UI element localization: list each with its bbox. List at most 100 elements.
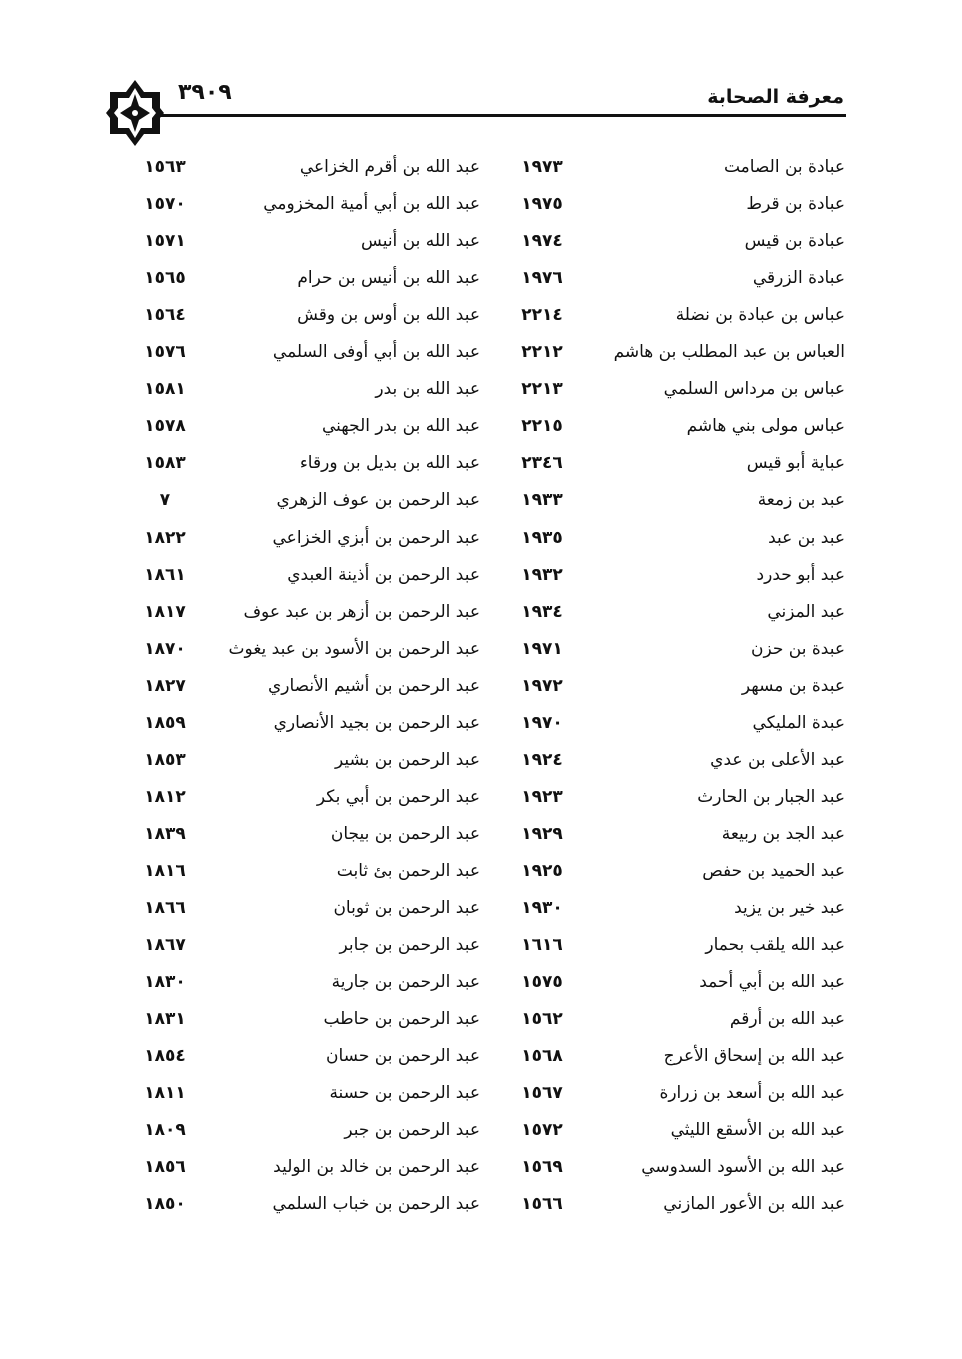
index-row: عبد خير بن يزيد ١٩٣٠ عبد الرحمن بن ثوبان ١٨… <box>0 898 962 928</box>
right-name: عبد المزني <box>767 601 845 622</box>
index-row: عباية أبو قيس ٢٣٤٦ عبد الله بن بديل بن ورق… <box>0 453 962 483</box>
right-number: ١٩٧٠ <box>521 712 563 733</box>
right-name: عبد الحميد بن حفص <box>702 860 845 881</box>
index-row: عبادة بن قيس ١٩٧٤ عبد الله بن أنيس ١٥٧١ <box>0 231 962 261</box>
index-row: عبد الجبار بن الحارث ١٩٢٣ عبد الرحمن بن أب… <box>0 787 962 817</box>
left-number: ١٥٧٠ <box>144 194 186 215</box>
right-number: ١٩٢٩ <box>521 823 563 844</box>
index-row: عبد الله بن أسعد بن زرارة ١٥٦٧ عبد الرحمن … <box>0 1083 962 1113</box>
index-row: عبدة بن حزن ١٩٧١ عبد الرحمن بن الأسود بن ع… <box>0 639 962 669</box>
left-name: عبد الرحمن بن الأسود بن عبد يغوث <box>228 638 480 659</box>
right-number: ١٥٦٢ <box>521 1009 563 1030</box>
right-name: عبد الله بن الأسقع الليثي <box>670 1120 845 1141</box>
index-row: عبد الله بن أبي أحمد ١٥٧٥ عبد الرحمن بن جا… <box>0 972 962 1002</box>
left-name: عبد الله بن بديل بن ورقاء <box>299 453 480 474</box>
left-number: ١٨٥٤ <box>144 1046 186 1067</box>
right-number: ١٩٧٢ <box>521 675 563 696</box>
index-row: عباس بن عبادة بن نضلة ٢٢١٤ عبد الله بن أوس… <box>0 305 962 335</box>
right-number: ١٩٣٤ <box>521 601 563 622</box>
left-name: عبد الرحمن بن جبر <box>344 1120 480 1141</box>
left-number: ١٥٦٤ <box>144 305 186 326</box>
left-name: عبد الرحمن بن بشير <box>334 749 480 770</box>
left-name: عبد الرحمن بن ثوبان <box>333 898 480 918</box>
left-name: عبد الرحمن بن خباب السلمي <box>272 1194 480 1215</box>
left-number: ١٨٢٢ <box>144 527 186 548</box>
left-number: ١٥٧٨ <box>144 416 186 437</box>
index-row: عبد الله يلقب بحمار ١٦١٦ عبد الرحمن بن جاب… <box>0 935 962 965</box>
left-number: ١٨٣١ <box>144 1009 186 1030</box>
left-name: عبد الرحمن بن خالد بن الوليد <box>273 1157 480 1178</box>
left-number: ١٨٥٣ <box>144 749 186 770</box>
index-row: عبد الله بن أرقم ١٥٦٢ عبد الرحمن بن حاطب ١٨… <box>0 1009 962 1039</box>
left-name: عبد الرحمن بن بيجان <box>330 823 480 844</box>
index-row: عبد الله بن إسحاق الأعرج ١٥٦٨ عبد الرحمن ب… <box>0 1046 962 1076</box>
right-name: عبدة بن حزن <box>751 638 845 659</box>
left-name: عبد الله بن أنيس بن حرام <box>297 268 480 289</box>
right-name: عبد الجد بن ربيعة <box>721 823 845 844</box>
right-number: ٢٣٤٦ <box>521 453 563 474</box>
star-ornament-icon <box>106 80 164 146</box>
right-number: ١٥٦٨ <box>521 1046 563 1067</box>
right-number: ١٩٣٢ <box>521 564 563 585</box>
index-row: عبدة المليكي ١٩٧٠ عبد الرحمن بن بجيد الأنص… <box>0 713 962 743</box>
right-number: ١٩٣٠ <box>521 898 563 918</box>
left-number: ١٨٥٦ <box>144 1157 186 1178</box>
left-name: عبد الرحمن بن أبي بكر <box>316 786 480 807</box>
right-name: عباس بن مرداس السلمي <box>663 379 845 400</box>
left-name: عبد الرحمن بن أشيم الأنصاري <box>267 675 480 696</box>
left-number: ٧ <box>159 490 171 511</box>
index-row: عبد الأعلى بن عدي ١٩٢٤ عبد الرحمن بن بشير ١… <box>0 750 962 780</box>
right-name: عبدة المليكي <box>752 712 845 733</box>
right-number: ١٥٦٦ <box>521 1194 563 1215</box>
left-number: ١٥٨١ <box>144 379 186 400</box>
right-name: عبد الله بن إسحاق الأعرج <box>663 1046 845 1067</box>
left-number: ١٨٢٧ <box>144 675 186 696</box>
left-name: عبد الله بن بدر الجهني <box>321 416 480 437</box>
left-name: عبد الرحمن بن جابر <box>339 935 480 956</box>
left-name: عبد الرحمن بئ ثابت <box>336 860 480 881</box>
index-row: عباس بن مرداس السلمي ٢٢١٣ عبد الله بن بدر ١… <box>0 379 962 409</box>
right-name: العباس بن عبد المطلب بن هاشم <box>613 342 845 363</box>
header-rule <box>140 114 846 117</box>
right-number: ١٩٧٤ <box>521 231 563 252</box>
right-name: عبد الجبار بن الحارث <box>697 786 845 807</box>
right-number: ١٩٣٣ <box>521 490 563 511</box>
right-name: عبد الله بن الأسود السدوسي <box>641 1157 845 1178</box>
right-number: ١٩٧٣ <box>521 157 563 177</box>
left-name: عبد الرحمن بن أذينة العبدي <box>287 564 480 585</box>
left-name: عبد الله بن أقرم الخزاعي <box>299 157 480 177</box>
index-row: عبد الله بن الأسقع الليثي ١٥٧٢ عبد الرحمن … <box>0 1120 962 1150</box>
index-row: عبد بن عبد ١٩٣٥ عبد الرحمن بن أبزي الخزاعي… <box>0 528 962 558</box>
left-name: عبد الله بن أبي أمية المخزومي <box>263 194 480 215</box>
left-number: ١٨٣٠ <box>144 972 186 993</box>
right-number: ١٦١٦ <box>521 935 563 956</box>
right-name: عبد بن عبد <box>768 527 845 548</box>
left-number: ١٥٦٣ <box>144 157 186 177</box>
right-number: ١٩٣٥ <box>521 527 563 548</box>
right-name: عبد أبو حدرد <box>756 564 845 585</box>
index-row: عبد أبو حدرد ١٩٣٢ عبد الرحمن بن أذينة العب… <box>0 565 962 595</box>
right-name: عباس مولى بني هاشم <box>686 416 845 437</box>
right-number: ٢٢١٥ <box>521 416 563 437</box>
right-number: ١٥٦٧ <box>521 1083 563 1104</box>
left-number: ١٨٦٧ <box>144 935 186 956</box>
right-number: ١٥٧٥ <box>521 972 563 993</box>
index-row: عباس مولى بني هاشم ٢٢١٥ عبد الله بن بدر ال… <box>0 416 962 446</box>
book-title: معرفة الصحابة <box>707 86 844 108</box>
left-number: ١٥٧١ <box>144 231 186 252</box>
right-number: ١٩٢٣ <box>521 786 563 807</box>
right-name: عبد بن زمعة <box>757 490 845 511</box>
left-name: عبد الرحمن بن أزهر بن عبد عوف <box>243 601 480 622</box>
right-name: عبادة بن الصامت <box>723 157 845 177</box>
index-row: عبدة بن مسهر ١٩٧٢ عبد الرحمن بن أشيم الأنص… <box>0 676 962 706</box>
right-number: ٢٢١٤ <box>521 305 563 326</box>
left-number: ١٨٧٠ <box>144 638 186 659</box>
left-number: ١٨١٦ <box>144 860 186 881</box>
right-number: ١٥٦٩ <box>521 1157 563 1178</box>
left-name: عبد الرحمن بن جارية <box>331 972 480 993</box>
left-number: ١٨٠٩ <box>144 1120 186 1141</box>
index-row: عبد الله بن الأعور المازني ١٥٦٦ عبد الرحمن… <box>0 1194 962 1224</box>
index-row: عبد المزني ١٩٣٤ عبد الرحمن بن أزهر بن عبد … <box>0 602 962 632</box>
right-number: ١٩٧١ <box>521 638 563 659</box>
page-number: ٣٩٠٩ <box>178 80 232 105</box>
